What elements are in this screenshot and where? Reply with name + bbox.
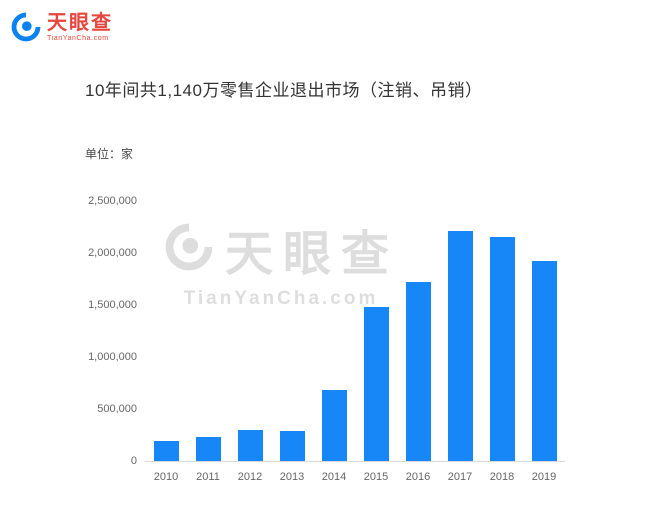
logo-text-en: TianYanCha.com	[47, 34, 109, 42]
bar-slot-2012: 2012	[229, 202, 271, 483]
x-tick-label: 2017	[447, 471, 473, 483]
bar-slot-2014: 2014	[313, 202, 355, 483]
y-tick-label: 2,500,000	[88, 195, 137, 207]
x-tick-label: 2010	[153, 471, 179, 483]
y-axis: 0 500,000 1,000,000 1,500,000 2,000,000 2,500…	[85, 196, 137, 467]
bar-2014	[321, 390, 347, 461]
y-tick-label: 1,500,000	[88, 299, 137, 311]
bar-2019	[531, 261, 557, 461]
bar-2011	[195, 437, 221, 461]
bar-slot-2016: 2016	[397, 202, 439, 483]
bar-2017	[447, 231, 473, 461]
bar-slot-2019: 2019	[523, 202, 565, 483]
bar-chart: 0 500,000 1,000,000 1,500,000 2,000,000 2,500…	[85, 196, 567, 483]
y-tick-label: 2,000,000	[88, 247, 137, 259]
x-tick-label: 2018	[489, 471, 515, 483]
bar-slot-2011: 2011	[187, 202, 229, 483]
bar-2015	[363, 307, 389, 461]
x-tick-label: 2015	[363, 471, 389, 483]
bar-2013	[279, 431, 305, 461]
logo-text: 天眼查 TianYanCha.com	[47, 13, 113, 42]
y-tick-label: 0	[130, 455, 137, 467]
y-tick-label: 500,000	[97, 403, 137, 415]
x-tick-label: 2016	[405, 471, 431, 483]
unit-label: 单位：家	[85, 147, 134, 161]
bar-slot-2010: 2010	[145, 202, 187, 483]
logo-text-cn: 天眼查	[47, 11, 113, 34]
x-tick-label: 2011	[196, 471, 220, 483]
x-tick-label: 2012	[237, 471, 263, 483]
tianyancha-logo: 天眼查 TianYanCha.com	[10, 11, 113, 43]
bar-slot-2017: 2017	[439, 202, 481, 483]
bar-2010	[153, 441, 179, 461]
bar-slot-2018: 2018	[481, 202, 523, 483]
y-tick-label: 1,000,000	[88, 351, 137, 363]
chart-title: 10年间共1,140万零售企业退出市场（注销、吊销）	[85, 81, 483, 100]
bar-slot-2015: 2015	[355, 202, 397, 483]
bar-slot-2013: 2013	[271, 202, 313, 483]
bar-2012	[237, 430, 263, 461]
x-tick-label: 2013	[279, 471, 305, 483]
bar-2018	[489, 237, 515, 461]
tianyancha-eye-icon	[10, 11, 42, 43]
bar-2016	[405, 282, 431, 461]
x-tick-label: 2014	[321, 471, 347, 483]
x-tick-label: 2019	[531, 471, 557, 483]
plot-area: 天眼查 TianYanCha.com 2010 2011 2012 2013 2014 2…	[145, 202, 565, 483]
